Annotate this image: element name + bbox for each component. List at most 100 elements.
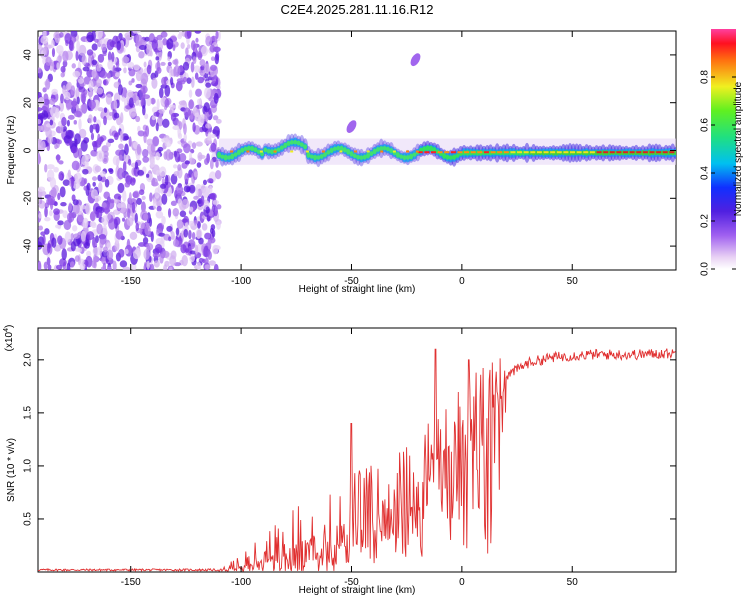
spectrogram-noise-blob [200,195,205,206]
spectrogram-noise-blob [139,39,147,46]
spectrogram-noise-blob [165,149,172,161]
spectrogram-noise-blob [53,166,59,173]
spectrogram-noise-blob [113,132,119,141]
spectrogram-line-core [299,142,304,147]
spectrogram-noise-blob [205,35,213,47]
spectrogram-line-core [428,145,433,152]
spectrogram-noise-blob [82,217,89,229]
spectrogram-line-peak [616,151,622,154]
spectrogram-noise-blob [63,91,71,101]
spectrogram-noise-blob [105,93,113,105]
spectrogram-noise-blob [66,119,70,127]
spectrogram-line-core [243,146,248,151]
spectrogram-noise-blob [59,32,64,38]
spectrogram-line-core [303,144,308,150]
spectrogram-noise-blob [96,87,104,95]
spectrogram-noise-blob [88,80,94,92]
spectrogram-noise-blob [156,201,161,207]
spectrogram-noise-blob [44,206,48,218]
spectrogram-line-core [342,147,347,153]
spectrogram-noise-blob [106,72,112,79]
spectrogram-noise-blob [38,260,42,270]
spectrogram-line-peak [656,151,662,154]
spectrogram-noise-blob [90,189,99,199]
snr-scale-note: (x104) [3,325,15,352]
spectrogram-noise-blob [140,201,146,213]
spectrogram-noise-blob [158,113,163,120]
spectrogram-noise-blob [153,111,160,117]
spectrogram-noise-blob [38,67,42,74]
spectrogram-noise-blob [56,154,60,163]
spectrogram-noise-blob [132,191,139,199]
spectrogram-noise-blob [210,133,216,139]
spectrogram-noise-blob [129,177,136,186]
spectrogram-line-core [405,155,410,160]
spectrogram-y-tick-label: -40 [23,238,34,253]
spectrogram-line-peak [603,151,609,154]
spectrogram-noise-blob [65,83,71,91]
spectrogram-noise-blob [169,255,177,267]
spectrogram-noise-blob [59,186,66,198]
spectrogram-noise-blob [187,109,191,116]
spectrogram-noise-blob [101,145,109,153]
spectrogram-noise-blob [58,174,63,181]
spectrogram-line-peak [424,151,430,154]
spectrogram-noise-blob [107,59,114,70]
spectrogram-line-core [366,152,371,159]
spectrogram-noise-blob [122,161,127,173]
spectrogram-noise-blob [94,38,99,43]
spectrogram-line-core [432,147,437,153]
spectrogram-noise-blob [109,111,113,117]
spectrogram-noise-blob [38,119,42,125]
spectrogram-noise-blob [146,64,152,75]
spectrogram-noise-blob [82,168,89,175]
spectrogram-y-tick-label: -20 [23,191,34,206]
snr-content [38,348,676,572]
spectrogram-noise-blob [126,217,134,227]
spectrogram-noise-blob [97,53,105,63]
spectrogram-line-core [385,146,390,152]
spectrogram-noise-blob [204,232,212,240]
spectrogram-noise-blob [186,186,190,193]
spectrogram-noise-blob [142,148,149,158]
snr-y-axis-label: SNR (10 * v/v) [6,438,17,502]
spectrogram-noise-blob [124,181,131,188]
spectrogram-noise-blob [151,115,156,121]
colorbar-tick-label: 0.0 [700,262,711,276]
spectrogram-noise-blob [184,160,190,165]
spectrogram-line-peak [457,151,463,154]
spectrogram-noise-blob [123,67,127,74]
spectrogram-noise-blob [129,231,138,240]
spectrogram-noise-blob [64,231,72,243]
spectrogram-noise-blob [143,61,147,68]
spectrogram-noise-blob [100,266,106,270]
spectrogram-noise-blob [146,242,154,251]
spectrogram-noise-blob [145,125,150,137]
snr-y-tick-label: 1.5 [23,405,34,419]
spectrogram-noise-blob [159,253,164,264]
spectrogram-noise-blob [146,96,152,107]
spectrogram-noise-blob [200,65,205,71]
spectrogram-noise-blob [143,248,151,260]
spectrogram-x-tick-label: -150 [121,276,141,287]
spectrogram-noise-blob [158,232,166,237]
spectrogram-noise-blob [62,84,67,95]
spectrogram-noise-blob [97,133,101,145]
spectrogram-noise-blob [101,215,109,226]
spectrogram-noise-blob [62,210,68,219]
spectrogram-noise-blob [122,266,131,270]
spectrogram-noise-blob [134,212,138,224]
spectrogram-noise-blob [44,216,51,222]
spectrogram-noise-blob [88,114,93,124]
spectrogram-line-core [455,153,460,158]
spectrogram-noise-blob [167,208,172,218]
spectrogram-y-axis-label: Frequency (Hz) [6,116,17,185]
spectrogram-noise-blob [167,61,172,66]
spectrogram-line-peak [530,151,536,154]
spectrogram-noise-blob [40,35,49,45]
spectrogram-noise-blob [140,96,144,107]
spectrogram-noise-blob [74,172,82,184]
spectrogram-noise-blob [58,160,64,165]
spectrogram-noise-blob [80,205,87,210]
spectrogram-noise-blob [204,264,211,270]
